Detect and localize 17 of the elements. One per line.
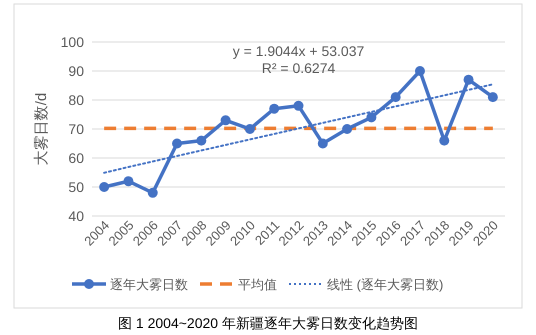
y-label: 大雾日数/d bbox=[33, 92, 50, 166]
y-tick: 100 bbox=[60, 34, 84, 50]
y-tick: 50 bbox=[68, 179, 84, 195]
annotation: R² = 0.6274 bbox=[262, 60, 336, 76]
legend-item: 逐年大雾日数 bbox=[72, 277, 188, 292]
legend-item: 平均值 bbox=[200, 277, 277, 292]
y-tick: 60 bbox=[68, 150, 84, 166]
legend-item: 线性 (逐年大雾日数) bbox=[289, 277, 444, 292]
title: 图 1 2004~2020 年新疆逐年大雾日数变化趋势图 bbox=[118, 315, 418, 331]
y-tick: 40 bbox=[68, 208, 84, 224]
annotation: y = 1.9044x + 53.037 bbox=[232, 43, 364, 59]
legend-label: 逐年大雾日数 bbox=[110, 277, 188, 292]
legend-label: 线性 (逐年大雾日数) bbox=[327, 277, 444, 292]
y-tick: 80 bbox=[68, 92, 84, 108]
legend-label: 平均值 bbox=[238, 277, 277, 292]
y-tick: 90 bbox=[68, 63, 84, 79]
y-tick: 70 bbox=[68, 121, 84, 137]
